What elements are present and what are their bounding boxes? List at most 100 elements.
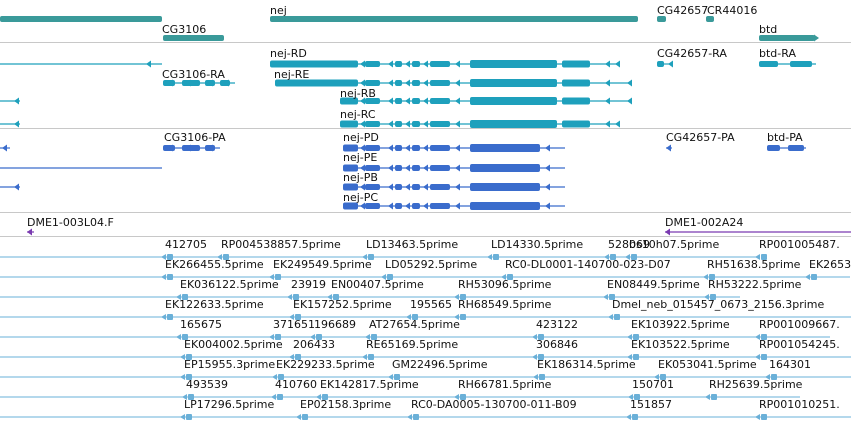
est-feature[interactable] (533, 374, 545, 380)
est-feature[interactable] (626, 414, 638, 420)
est-feature[interactable] (454, 394, 466, 400)
mrna-nej-RD[interactable] (270, 60, 620, 68)
est-feature[interactable] (296, 414, 308, 420)
protein-btd-PA[interactable] (767, 145, 806, 151)
est-feature[interactable] (161, 254, 173, 260)
est-feature[interactable] (327, 294, 339, 300)
mrna-left-1[interactable] (0, 60, 162, 68)
protein-nej-PB[interactable] (343, 183, 565, 191)
est-label: LP17296.5prime (184, 398, 275, 411)
protein-left-1[interactable] (0, 144, 10, 152)
mrna-left-2[interactable] (0, 97, 20, 105)
est-feature[interactable] (161, 274, 173, 280)
est-feature[interactable] (381, 274, 393, 280)
protein-label-CG3106-PA: CG3106-PA (164, 131, 226, 144)
gene-label-CG3106: CG3106 (162, 23, 206, 36)
est-feature[interactable] (625, 254, 637, 260)
est-feature[interactable] (608, 314, 620, 320)
clone-DME1-003L04[interactable] (27, 228, 34, 236)
est-feature[interactable] (487, 254, 499, 260)
est-feature[interactable] (703, 274, 715, 280)
protein-left-3[interactable] (0, 183, 20, 191)
est-feature[interactable] (287, 294, 299, 300)
est-label: EK053041.5prime (658, 358, 757, 371)
gene-nej[interactable] (270, 16, 638, 22)
mrna-nej-RC[interactable] (340, 120, 620, 128)
est-feature[interactable] (603, 294, 615, 300)
est-feature[interactable] (316, 394, 328, 400)
est-feature[interactable] (628, 394, 640, 400)
est-label: RH53096.5prime (458, 278, 552, 291)
protein-nej-PD[interactable] (343, 144, 565, 152)
est-feature[interactable] (704, 294, 716, 300)
est-label: 306846 (536, 338, 578, 351)
est-label: LD05292.5prime (385, 258, 477, 271)
mrna-nej-RE[interactable] (275, 79, 632, 87)
est-label: 195565 (410, 298, 452, 311)
est-feature[interactable] (310, 334, 322, 340)
gene-btd[interactable] (759, 35, 818, 41)
mrna-label-nej-RB: nej-RB (340, 87, 376, 100)
gene-CG3106[interactable] (163, 35, 224, 41)
est-label: LD13463.5prime (366, 238, 458, 251)
gene-CR44016[interactable] (706, 16, 714, 22)
gene-bar-left[interactable] (0, 16, 162, 22)
est-feature[interactable] (805, 274, 817, 280)
est-feature[interactable] (501, 274, 513, 280)
est-feature[interactable] (271, 394, 283, 400)
mrna-btd-RA[interactable] (759, 61, 816, 67)
est-feature[interactable] (176, 294, 188, 300)
protein-nej-PE[interactable] (343, 164, 565, 172)
est-feature[interactable] (362, 354, 374, 360)
mrna-left-3[interactable] (0, 120, 20, 128)
gene-CG42657[interactable] (657, 16, 666, 22)
est-feature[interactable] (755, 354, 767, 360)
est-feature[interactable] (217, 254, 229, 260)
mrna-CG42657-RA[interactable] (657, 60, 673, 68)
est-feature[interactable] (176, 334, 188, 340)
clone-DME1-002A24[interactable] (665, 228, 851, 236)
est-feature[interactable] (454, 294, 466, 300)
est-feature[interactable] (406, 314, 418, 320)
est-feature[interactable] (755, 334, 767, 340)
est-feature[interactable] (654, 374, 666, 380)
mrna-nej-RB[interactable] (340, 97, 632, 105)
est-feature[interactable] (269, 274, 281, 280)
protein-label-CG42657-PA: CG42657-PA (666, 131, 735, 144)
est-feature[interactable] (272, 374, 284, 380)
est-feature[interactable] (627, 334, 639, 340)
est-label: EK2653 (809, 258, 851, 271)
mrna-CG3106-RA[interactable] (163, 79, 235, 87)
protein-CG3106-PA[interactable] (163, 144, 220, 152)
est-feature[interactable] (289, 354, 301, 360)
est-feature[interactable] (604, 254, 616, 260)
est-feature[interactable] (755, 414, 767, 420)
est-feature[interactable] (180, 354, 192, 360)
est-feature[interactable] (454, 314, 466, 320)
est-feature[interactable] (289, 314, 301, 320)
est-feature[interactable] (180, 374, 192, 380)
est-feature[interactable] (388, 374, 400, 380)
est-feature[interactable] (365, 334, 377, 340)
est-feature[interactable] (269, 334, 281, 340)
est-feature[interactable] (627, 354, 639, 360)
est-label: EK004002.5prime (184, 338, 283, 351)
est-feature[interactable] (362, 254, 374, 260)
mrna-label-CG42657-RA: CG42657-RA (657, 47, 727, 60)
est-label: 23919 (291, 278, 326, 291)
est-feature[interactable] (161, 314, 173, 320)
est-feature[interactable] (180, 414, 192, 420)
est-feature[interactable] (532, 354, 544, 360)
est-feature[interactable] (755, 254, 767, 260)
est-label: 493539 (186, 378, 228, 391)
est-feature[interactable] (705, 394, 717, 400)
protein-nej-PC[interactable] (343, 202, 565, 210)
est-feature[interactable] (182, 394, 194, 400)
protein-CG42657-PA[interactable] (666, 144, 672, 152)
est-feature[interactable] (765, 374, 777, 380)
est-label: 412705 (165, 238, 207, 251)
est-feature[interactable] (532, 334, 544, 340)
clone-label-DME1-002A24: DME1-002A24 (665, 216, 743, 229)
est-feature[interactable] (407, 414, 419, 420)
